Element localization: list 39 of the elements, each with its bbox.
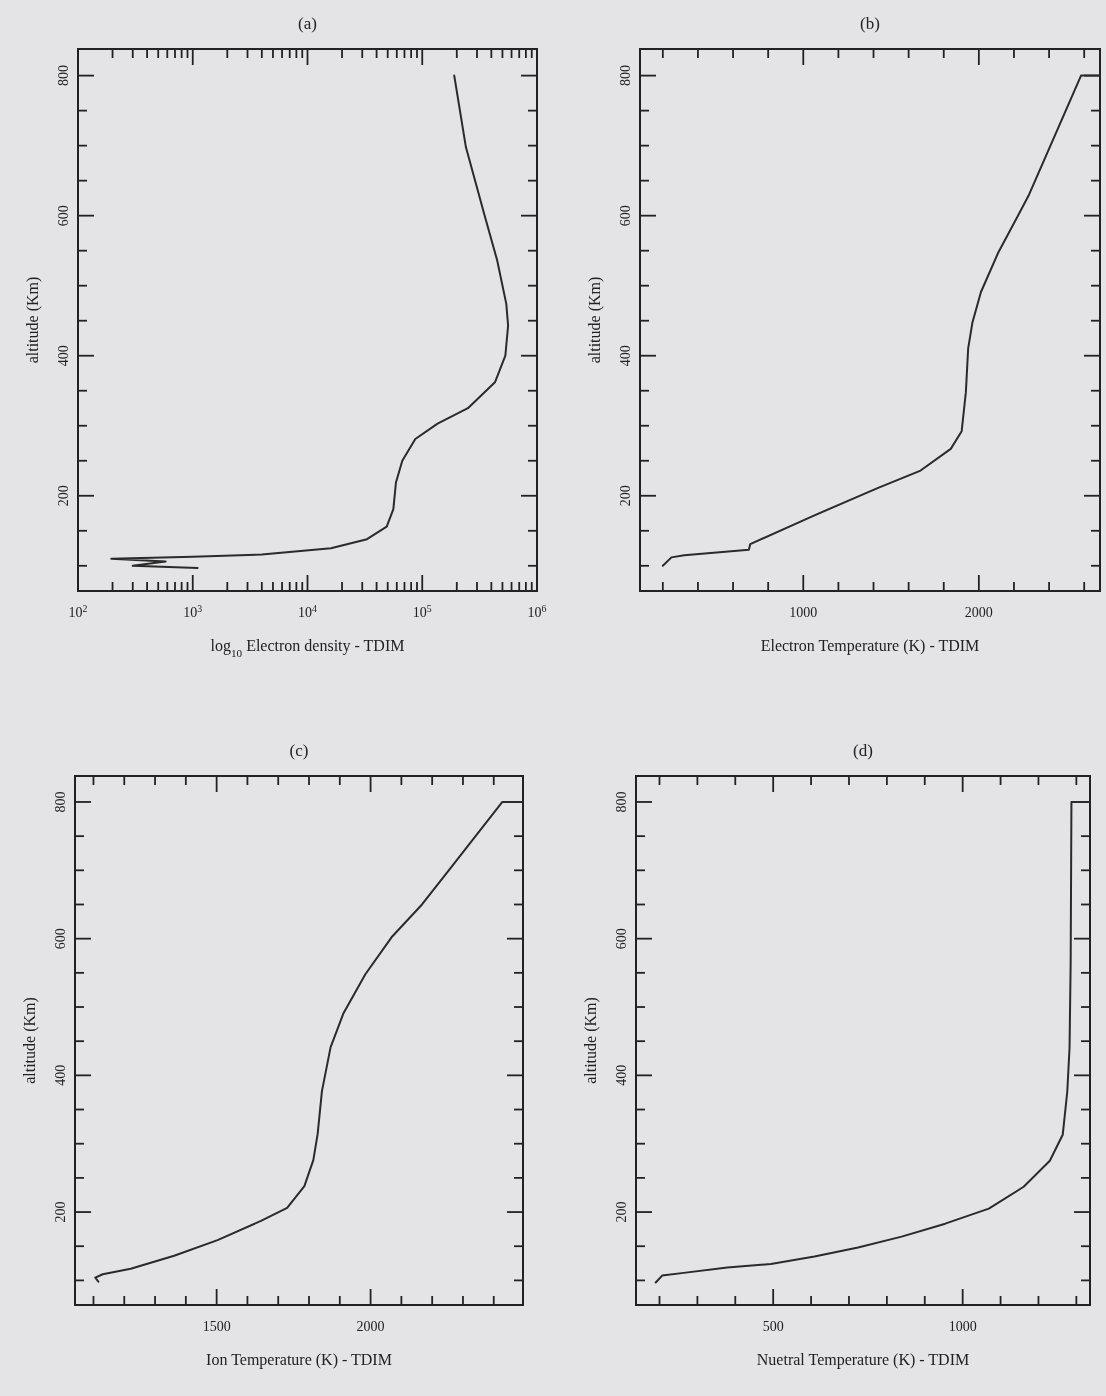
y-tick-label: 400 xyxy=(53,1064,68,1086)
y-tick-label: 800 xyxy=(56,65,71,87)
y-tick-label: 200 xyxy=(618,485,633,507)
x-tick-label: 10$^{2}$ xyxy=(68,602,88,620)
x-tick-label: 10$^{4}$ xyxy=(298,602,318,620)
x-axis-title: Nuetral Temperature (K) - TDIM xyxy=(756,1351,970,1369)
y-tick-label: 400 xyxy=(618,345,633,367)
y-tick-label: 600 xyxy=(56,205,71,227)
x-tick-label: 500 xyxy=(762,1319,784,1334)
chart-title: (c) xyxy=(289,741,309,760)
x-tick-label: 2000 xyxy=(356,1319,385,1334)
y-tick-label: 200 xyxy=(56,485,71,507)
y-tick-label: 400 xyxy=(614,1064,629,1086)
x-axis-title: Ion Temperature (K) - TDIM xyxy=(206,1351,392,1369)
x-tick-label: 10$^{3}$ xyxy=(183,602,203,620)
y-axis-title: altitude (Km) xyxy=(24,276,42,364)
x-axis-title: Electron Temperature (K) - TDIM xyxy=(760,637,980,655)
chart-title: (b) xyxy=(860,14,880,33)
x-tick-label: 1500 xyxy=(202,1319,231,1334)
x-tick-label: 1000 xyxy=(789,605,818,620)
y-tick-label: 600 xyxy=(53,928,68,950)
y-tick-label: 600 xyxy=(618,205,633,227)
x-tick-label: 10$^{5}$ xyxy=(412,602,432,620)
y-axis-title: altitude (Km) xyxy=(21,997,39,1084)
chart-title: (d) xyxy=(853,741,873,760)
y-tick-label: 800 xyxy=(614,791,629,813)
y-tick-label: 200 xyxy=(53,1201,68,1223)
x-axis-title: log$_{10}$ Electron density - TDIM xyxy=(210,637,405,659)
y-tick-label: 600 xyxy=(614,928,629,950)
y-tick-label: 400 xyxy=(56,345,71,367)
y-tick-label: 200 xyxy=(614,1201,629,1223)
chart-title: (a) xyxy=(298,14,317,33)
x-tick-label: 10$^{6}$ xyxy=(527,602,547,620)
x-tick-label: 1000 xyxy=(948,1319,977,1334)
y-axis-title: altitude (Km) xyxy=(586,276,604,364)
y-tick-label: 800 xyxy=(618,65,633,87)
x-tick-label: 2000 xyxy=(964,605,993,620)
y-axis-title: altitude (Km) xyxy=(582,997,600,1084)
y-tick-label: 800 xyxy=(53,791,68,813)
